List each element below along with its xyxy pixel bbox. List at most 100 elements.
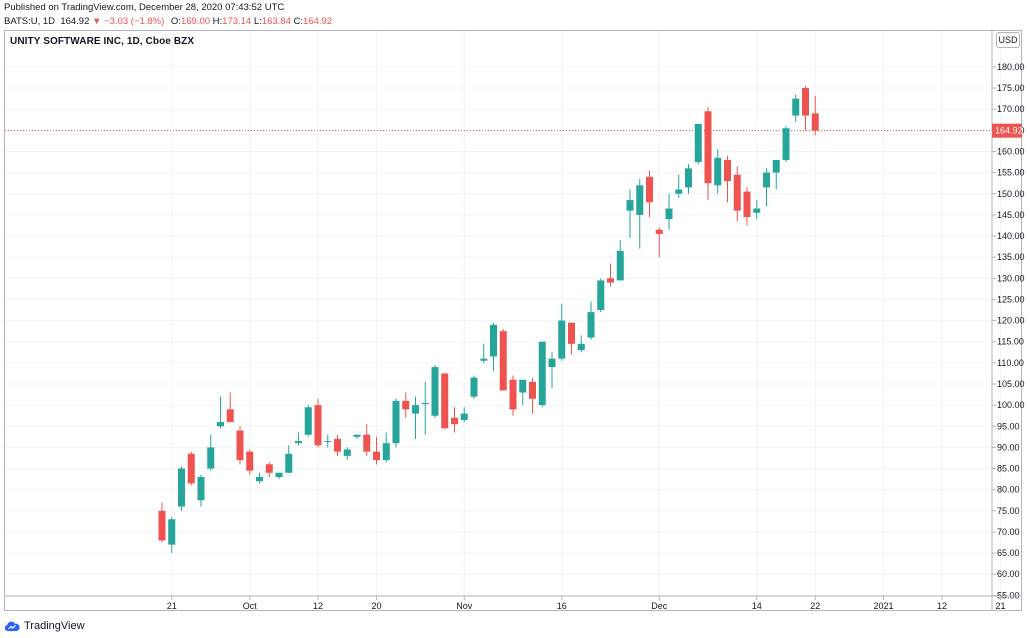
candle-down [441,373,449,429]
candle-body [490,324,497,357]
candle-up [256,472,263,484]
close-label: C: [293,16,304,27]
open-label: O: [170,16,181,27]
published-line: Published on TradingView.com, December 2… [4,2,285,13]
candle-body [470,377,478,397]
candle-up [685,164,692,194]
high-label: H: [212,16,223,27]
x-tick-label: 2021 [873,601,893,611]
y-tick-label: 55.00 [997,590,1020,600]
y-tick-label: 160.00 [997,146,1025,156]
candle-up [548,352,556,389]
candle-body [499,331,507,391]
y-tick-label: 175.00 [997,83,1025,93]
candle-body [246,451,254,471]
candle-up [616,240,624,281]
candle-body [421,403,429,405]
candle-up [353,434,361,439]
candle-body [753,208,761,213]
symbol-ohlc-line: BATS:U, 1D 164.92 ▼ −3.03 (−1.8%) O:169.… [4,16,332,27]
candle-up [304,405,312,437]
candle-down [265,462,273,477]
candle-body [285,453,293,473]
chart-frame[interactable] [4,30,1022,611]
candle-body [675,189,683,194]
candle-body [460,413,468,420]
candle-body [626,200,634,211]
candle-body [412,405,419,414]
candle-down [246,449,254,475]
tradingview-cloud-icon [4,621,20,631]
candle-body [304,407,312,435]
candle-body [694,123,702,163]
candle-body [324,441,332,443]
candle-body [665,208,673,220]
candle-up [782,126,790,163]
candle-up [538,341,546,408]
candle-body [587,312,595,338]
candle-up [577,335,585,353]
x-tick-label: 14 [752,601,762,611]
candle-body [616,250,624,281]
candle-down [655,227,663,258]
candle-body [655,229,663,234]
high-value: 173.14 [222,16,252,27]
price-axis[interactable]: 55.00 60.00 65.00 70.00 75.00 80.00 85.00 90.00… [991,31,1025,610]
candle-down [802,85,809,131]
candle-body [451,417,458,425]
y-tick-label: 120.00 [997,316,1025,326]
candle-body [763,172,770,188]
x-tick-label: Nov [456,601,473,611]
currency-button[interactable]: USD [996,32,1020,48]
candle-body [363,434,371,452]
y-tick-label: 125.00 [997,294,1025,304]
candle-body [782,128,790,160]
candle-up [753,200,761,220]
candle-up [412,396,419,439]
candle-up [207,434,215,471]
candle-down [646,170,653,218]
candle-body [714,157,722,186]
candle-up [636,178,644,249]
candle-body [704,111,712,184]
candle-body [792,98,800,116]
y-tick-label: 170.00 [997,104,1025,114]
y-tick-label: 145.00 [997,210,1025,220]
candle-body [480,358,488,361]
candle-up [197,474,205,507]
candle-body [382,443,390,461]
y-tick-label: 110.00 [997,358,1024,368]
x-tick-label: 21 [167,601,177,611]
tradingview-logo[interactable]: TradingView [4,617,85,635]
candle-up [470,375,478,399]
change-down-icon: ▼ [92,16,102,27]
y-tick-label: 115.00 [997,337,1024,347]
candle-up [382,432,390,463]
last-price-tag-label: 164.92 [995,126,1023,136]
candle-body [217,422,224,427]
candle-up [217,396,224,429]
candle-down [451,407,458,433]
y-tick-label: 60.00 [997,569,1020,579]
candle-down [334,434,341,456]
y-tick-label: 80.00 [997,485,1020,495]
candle-down [811,95,819,136]
candle-down [704,107,712,201]
candle-down [568,322,575,355]
candle-body [743,191,751,218]
candle-body [441,373,449,429]
candle-down [187,451,195,486]
candle-body [168,519,176,545]
candle-up [460,407,468,423]
time-axis[interactable]: 21 Oct 12 20 Nov 16 Dec 14 22 2021 12 21 [4,595,1021,611]
candle-up [295,432,302,446]
candle-up [285,445,293,473]
candle-body [558,320,566,359]
candle-body [509,379,517,410]
x-tick-label: 21 [995,601,1005,611]
candle-body [597,280,605,311]
candle-body [314,405,322,446]
candle-body [295,441,302,444]
y-tick-label: 180.00 [997,62,1025,72]
